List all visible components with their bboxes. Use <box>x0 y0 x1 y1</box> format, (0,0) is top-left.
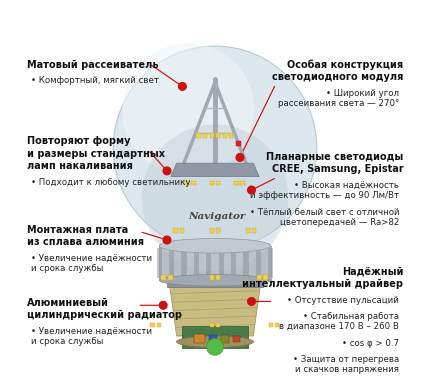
Text: Надёжный
интеллектуальный драйвер: Надёжный интеллектуальный драйвер <box>242 267 403 290</box>
Bar <box>169 248 174 278</box>
Circle shape <box>248 186 255 194</box>
Bar <box>263 275 268 280</box>
Bar <box>206 248 212 278</box>
Circle shape <box>163 236 171 244</box>
Bar <box>233 336 240 342</box>
Bar <box>181 248 187 278</box>
Bar <box>203 134 207 138</box>
Ellipse shape <box>160 275 270 286</box>
Ellipse shape <box>160 238 270 253</box>
Bar <box>167 279 263 287</box>
Text: • Отсутствие пульсаций: • Отсутствие пульсаций <box>287 296 399 305</box>
Bar <box>209 323 214 327</box>
Bar <box>157 248 162 278</box>
Circle shape <box>248 298 255 305</box>
Text: Матовый рассеиватель: Матовый рассеиватель <box>27 60 159 70</box>
Bar <box>216 275 221 280</box>
Bar <box>209 335 217 342</box>
Circle shape <box>160 301 167 309</box>
Bar <box>194 248 199 278</box>
Bar <box>191 181 196 185</box>
Bar <box>209 275 214 280</box>
Bar <box>209 181 214 185</box>
Text: Navigator: Navigator <box>188 212 246 222</box>
Text: • Увеличение надёжности
и срока службы: • Увеличение надёжности и срока службы <box>31 254 152 273</box>
Bar <box>216 181 221 185</box>
Bar <box>194 334 205 343</box>
Bar <box>216 134 221 138</box>
Bar <box>173 228 178 233</box>
Bar <box>184 181 189 185</box>
Circle shape <box>163 167 171 175</box>
Circle shape <box>142 124 288 271</box>
Bar <box>275 323 279 327</box>
Bar <box>234 181 239 185</box>
Bar <box>216 323 221 327</box>
Bar <box>252 228 256 233</box>
Circle shape <box>236 154 244 161</box>
Bar <box>182 326 248 348</box>
Bar <box>216 228 221 233</box>
Polygon shape <box>170 286 260 336</box>
Text: • Увеличение надёжности
и срока службы: • Увеличение надёжности и срока службы <box>31 327 152 346</box>
Bar <box>209 228 214 233</box>
Bar <box>268 323 273 327</box>
Text: Особая конструкция
светодиодного модуля: Особая конструкция светодиодного модуля <box>272 60 403 83</box>
Text: • Комфортный, мягкий свет: • Комфортный, мягкий свет <box>31 76 159 85</box>
Circle shape <box>206 338 224 355</box>
Bar <box>256 248 261 278</box>
Bar <box>161 275 166 280</box>
Bar <box>196 134 200 138</box>
Bar <box>150 323 154 327</box>
Bar <box>246 228 250 233</box>
Text: Монтажная плата
из сплава алюминия: Монтажная плата из сплава алюминия <box>27 225 144 247</box>
Circle shape <box>122 43 254 175</box>
Bar <box>236 141 241 146</box>
Bar <box>243 248 249 278</box>
Text: • Стабильная работа
в диапазоне 170 В – 260 В: • Стабильная работа в диапазоне 170 В – … <box>280 312 399 331</box>
Bar <box>229 134 233 138</box>
Bar <box>257 275 261 280</box>
Circle shape <box>113 46 317 250</box>
Bar <box>160 246 270 280</box>
Text: • cos φ > 0.7: • cos φ > 0.7 <box>342 339 399 348</box>
Text: Планарные светодиоды
CREE, Samsung, Epistar: Планарные светодиоды CREE, Samsung, Epis… <box>266 152 403 174</box>
Text: Алюминиевый
цилиндрический радиатор: Алюминиевый цилиндрический радиатор <box>27 298 182 320</box>
Text: • Тёплый белый свет с отличной
цветопередачей — Ra>82: • Тёплый белый свет с отличной цветопере… <box>250 208 399 227</box>
Bar <box>157 323 162 327</box>
Bar <box>223 134 227 138</box>
Ellipse shape <box>177 336 253 348</box>
Bar <box>221 335 229 343</box>
Text: • Защита от перегрева
и скачков напряжения: • Защита от перегрева и скачков напряжен… <box>293 354 399 374</box>
Bar <box>231 248 236 278</box>
Text: • Широкий угол
рассеивания света — 270°: • Широкий угол рассеивания света — 270° <box>278 89 399 108</box>
Text: Повторяют форму
и размеры стандартных
ламп накаливания: Повторяют форму и размеры стандартных ла… <box>27 136 165 171</box>
Bar <box>169 275 173 280</box>
Bar <box>268 248 273 278</box>
Bar <box>180 228 184 233</box>
Bar <box>240 181 245 185</box>
Circle shape <box>178 83 186 90</box>
Text: • Подходит к любому светильнику: • Подходит к любому светильнику <box>31 178 190 187</box>
Bar <box>209 134 214 138</box>
Text: • Высокая надёжность
и эффективность — до 90 Лм/Вт: • Высокая надёжность и эффективность — д… <box>250 181 399 200</box>
Polygon shape <box>171 163 259 177</box>
Bar <box>218 248 224 278</box>
